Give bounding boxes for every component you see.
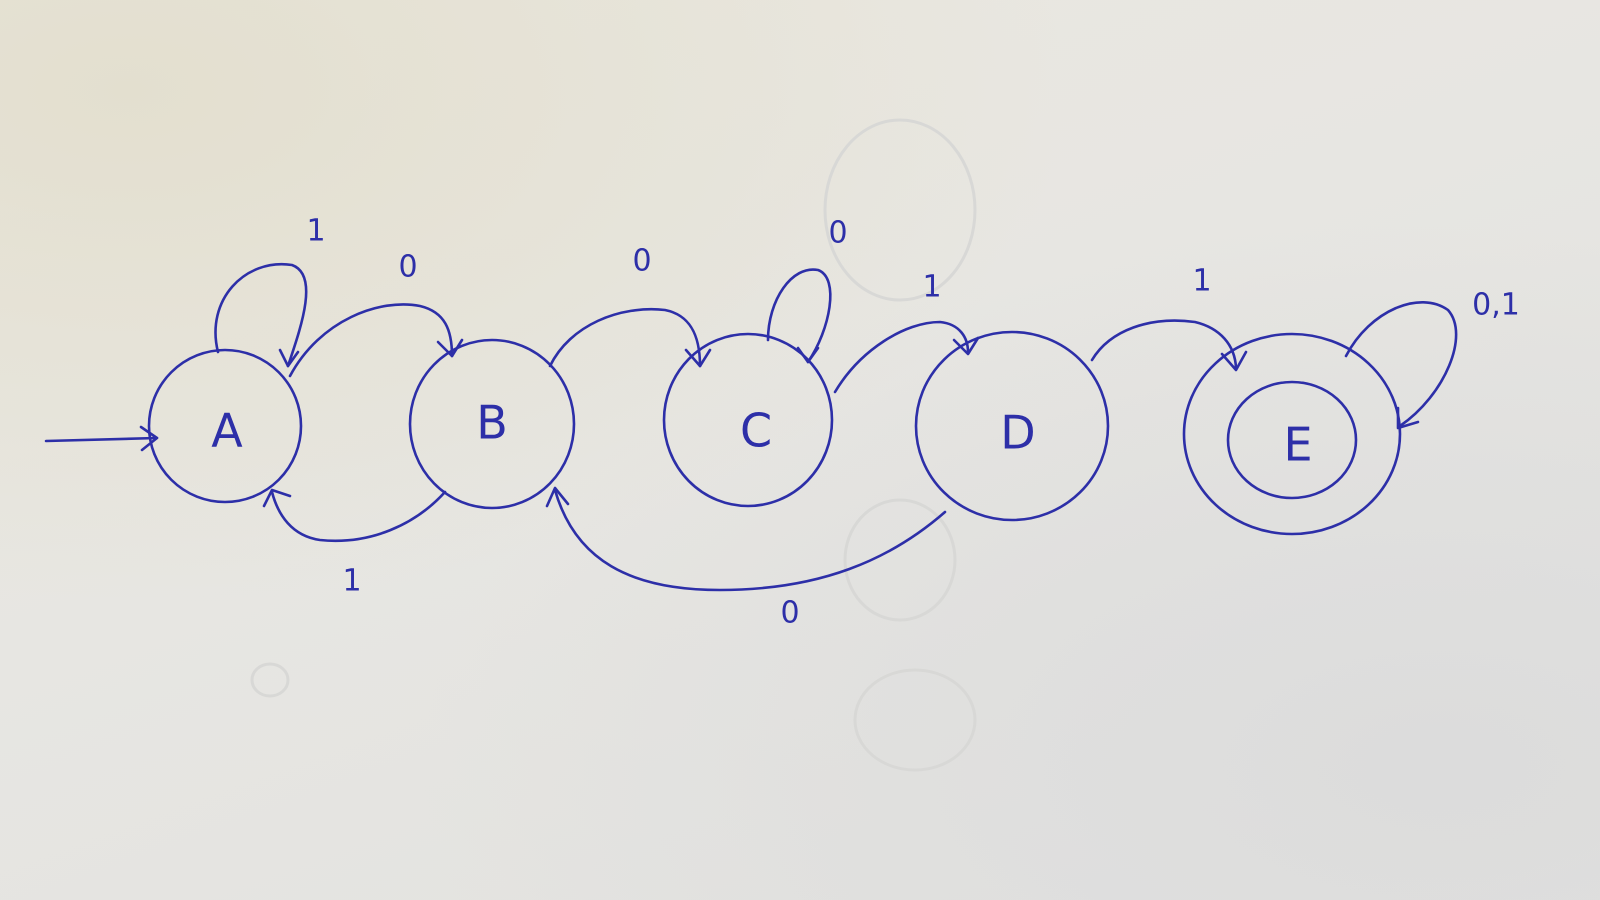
transition-C-C: 0: [766, 216, 848, 364]
state-C: C: [662, 332, 834, 508]
state-B: B: [408, 338, 576, 510]
state-D: D: [914, 330, 1110, 522]
edge-label-B-A: 1: [342, 564, 361, 599]
edge-label-A-A: 1: [306, 214, 325, 249]
edge-label-B-C: 0: [632, 244, 651, 279]
edge-label-C-C: 0: [828, 216, 847, 251]
transition-A-A: 1: [214, 214, 326, 368]
edge-label-E-E: 0,1: [1472, 288, 1520, 323]
edge-label-C-D: 1: [922, 270, 941, 305]
state-label-D: D: [1000, 406, 1035, 460]
state-label-E: E: [1283, 418, 1312, 472]
transition-D-B: 0: [545, 486, 947, 631]
transition-B-A: 1: [262, 488, 447, 599]
state-label-C: C: [740, 404, 772, 458]
transition-B-C: 0: [548, 244, 712, 368]
transition-C-D: 1: [833, 270, 980, 394]
transition-D-E: 1: [1090, 264, 1248, 372]
transition-A-B: 0: [288, 250, 464, 378]
state-E-accepting-ring: [1226, 380, 1358, 500]
state-label-B: B: [476, 396, 508, 450]
edge-label-D-E: 1: [1192, 264, 1211, 299]
edge-label-A-B: 0: [398, 250, 417, 285]
edge-label-D-B: 0: [780, 596, 799, 631]
state-label-A: A: [211, 404, 243, 458]
start-arrow: [44, 425, 159, 452]
paper-ghost-marks: [250, 118, 977, 772]
transition-E-E: 0,1: [1344, 288, 1520, 430]
state-A: A: [147, 348, 303, 504]
state-E-outer-ring: [1182, 332, 1402, 536]
state-E: E: [1182, 332, 1402, 536]
